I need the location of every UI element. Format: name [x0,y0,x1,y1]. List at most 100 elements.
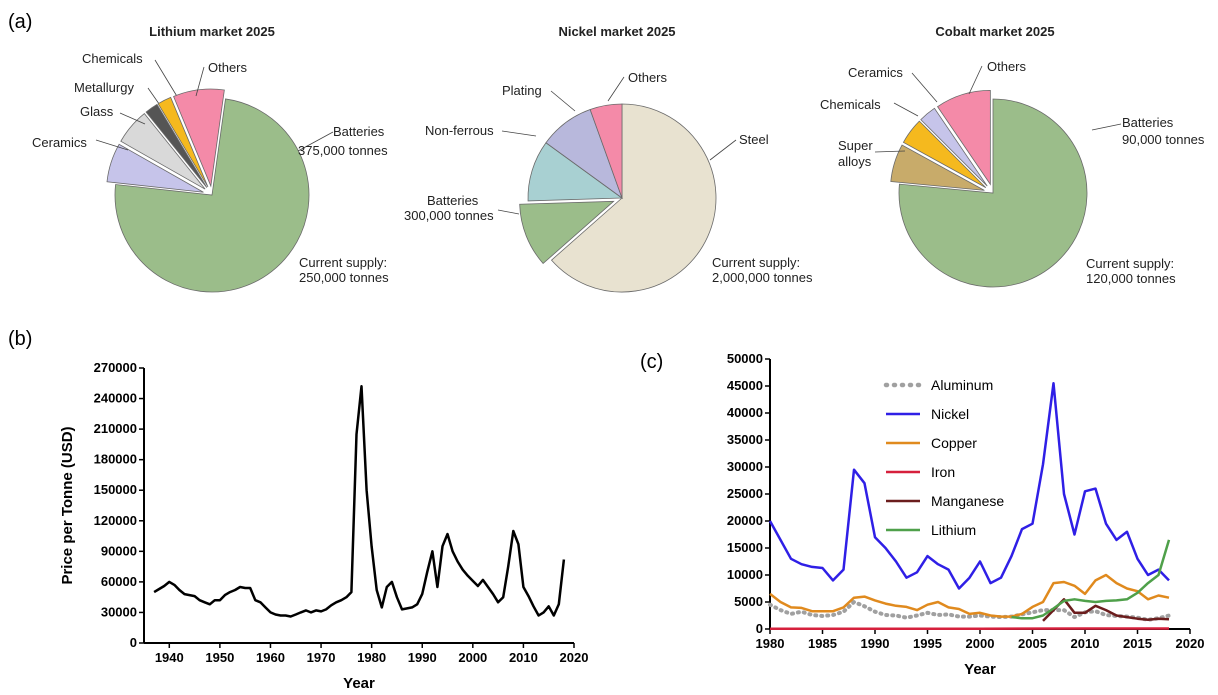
leader-line [297,131,334,152]
slice-label-chemicals: Chemicals [820,97,881,112]
leader-line [154,59,179,99]
x-tick-label: 2010 [1071,636,1100,651]
x-tick-label: 2010 [509,650,538,665]
leader-line [893,102,919,117]
pie-annotation: 2,000,000 tonnes [712,270,813,285]
legend-label-lithium: Lithium [931,522,976,538]
pie-title: Lithium market 2025 [149,24,275,39]
slice-label-steel: Steel [739,132,769,147]
y-tick-label: 150000 [94,482,137,497]
slice-label-chemicals: Chemicals [82,51,143,66]
y-tick-label: 180000 [94,452,137,467]
pie-slice-batteries [898,98,1088,288]
axes: 1940 1950 1960 1970 1980 1990 2000 2010 2020 0 300… [59,360,588,692]
pie-slice-batteries [519,200,615,265]
label-line: alloys [838,154,872,169]
legend: Aluminum Nickel Copper Iron Manganese Lithium [883,377,1004,538]
y-tick-label: 45000 [727,378,763,393]
x-tick-label: 2015 [1123,636,1152,651]
pie-annotation: 90,000 tonnes [1122,132,1205,147]
pie-annotation: 120,000 tonnes [1086,271,1176,286]
y-tick-label: 5000 [734,594,763,609]
y-tick-label: 0 [130,635,137,650]
pie-slice-steel [550,103,717,293]
x-tick-label: 1980 [357,650,386,665]
x-axis-title: Year [964,661,996,678]
x-axis-title: Year [343,675,375,692]
slice-label-others: Others [987,59,1027,74]
legend-label-nickel: Nickel [931,406,969,422]
y-axis-title: Price per Tonne (USD) [59,426,76,584]
x-tick-label: 1970 [307,650,336,665]
pie-slice-chemicals [902,120,987,188]
label-line: Super [838,138,873,153]
series-line-lithium [1011,539,1171,620]
leader-line [497,209,520,215]
x-tick-label: 1995 [913,636,942,651]
y-tick-label: 30000 [101,604,137,619]
y-tick-label: 50000 [727,351,763,366]
y-tick-label: 35000 [727,432,763,447]
y-tick-label: 60000 [101,574,137,589]
series-line-copper [769,573,1170,618]
slice-label-ceramics: Ceramics [32,135,87,150]
slice-label-batteries: Batteries [333,124,385,139]
slice-label-metallurgy: Metallurgy [74,80,134,95]
series-line-manganese [1042,598,1170,622]
leader-line [709,139,737,161]
slice-label-batteries: Batteries [1122,115,1174,130]
y-tick-label: 40000 [727,405,763,420]
pie-slice-chemicals [157,96,209,188]
legend-label-copper: Copper [931,435,977,451]
y-tick-label: 30000 [727,459,763,474]
x-tick-label: 1940 [155,650,184,665]
legend-label-iron: Iron [931,464,955,480]
pie-title: Cobalt market 2025 [935,24,1054,39]
series-line-nickel [768,382,1170,590]
slice-label-non-ferrous: Non-ferrous [425,123,494,138]
series-line-aluminum [768,600,1171,622]
x-tick-label: 2000 [458,650,487,665]
slice-label-glass: Glass [80,104,114,119]
pie-title: Nickel market 2025 [558,24,675,39]
pie-slice-glass [120,113,206,190]
y-tick-label: 120000 [94,513,137,528]
pie-slice-ceramics [106,143,204,193]
leader-line [874,150,906,153]
pie-annotation: Current supply: [712,255,800,270]
x-tick-label: 2000 [966,636,995,651]
leader-line [911,72,938,103]
pie-annotation: Current supply: [1086,256,1174,271]
x-tick-label: 2005 [1018,636,1047,651]
panel-label-c: (c) [640,351,663,373]
panel-label-a: (a) [8,11,32,33]
pie-slice-others [589,103,623,199]
slice-label-plating: Plating [502,83,542,98]
leader-line [968,65,983,95]
leader-line [607,76,625,102]
pie-nickel-market-2025: Nickel market 2025 Steel Batteries Non-ferr… [404,24,813,293]
x-tick-label: 1980 [756,636,785,651]
series-line [153,385,566,618]
y-tick-label: 0 [756,621,763,636]
slice-label-ceramics: Ceramics [848,65,903,80]
x-tick-label: 2020 [560,650,589,665]
pie-annotation: 250,000 tonnes [299,270,389,285]
y-tick-label: 25000 [727,486,763,501]
pie-slice-ceramics [920,107,988,187]
slice-label-others: Others [628,70,668,85]
x-tick-label: 1950 [205,650,234,665]
leader-line [119,112,146,125]
pie-annotation: 300,000 tonnes [404,208,494,223]
legend-label-manganese: Manganese [931,493,1004,509]
leader-line [550,90,576,112]
slice-label-batteries: Batteries [427,193,479,208]
x-tick-label: 1990 [861,636,890,651]
y-tick-label: 10000 [727,567,763,582]
y-tick-label: 20000 [727,513,763,528]
pie-annotation: 375,000 tonnes [298,143,388,158]
pie-slice-others [936,89,991,186]
leader-line [95,139,129,151]
